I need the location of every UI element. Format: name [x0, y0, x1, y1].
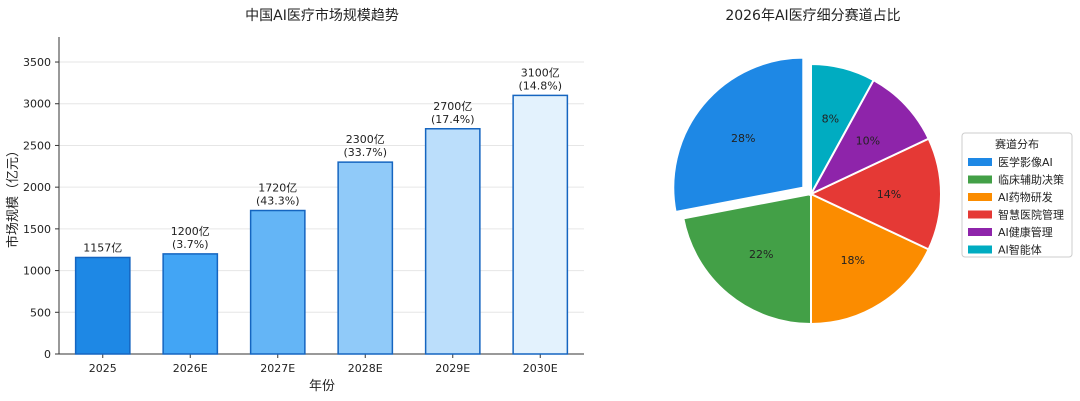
x-tick-label: 2025 [89, 362, 117, 375]
y-tick-label: 1500 [23, 223, 51, 236]
bar-x-axis-label: 年份 [309, 379, 335, 394]
bar-2026E [162, 253, 219, 355]
bar-2030E [512, 94, 569, 355]
bar-data-label: 1200亿 [171, 225, 210, 238]
x-tick-label: 2028E [348, 362, 383, 375]
x-tick-label: 2029E [435, 362, 470, 375]
legend-label: 临床辅助决策 [998, 173, 1064, 187]
legend-swatch [968, 245, 992, 254]
bar-data-label: 2700亿 [433, 100, 472, 113]
pie-slice-5 [808, 78, 930, 197]
pie-pct-label: 14% [877, 188, 901, 201]
bar-grid [59, 61, 584, 355]
y-tick-label: 1000 [23, 265, 51, 278]
bar-y-axis-label: 市场规模（亿元） [5, 144, 21, 248]
y-tick-label: 2000 [23, 181, 51, 194]
x-tick-label: 2030E [523, 362, 558, 375]
pie-slice-6 [810, 62, 875, 195]
y-tick-label: 0 [44, 348, 51, 361]
legend-label: AI健康管理 [998, 225, 1053, 239]
y-tick-label: 3500 [23, 56, 51, 69]
pie-chart-title: 2026年AI医疗细分赛道占比 [725, 8, 900, 24]
pie-slice-2 [682, 192, 812, 326]
pie-marks: 28% 22% 18% 14% 10% 8% [672, 56, 942, 326]
y-tick-label: 2500 [23, 139, 51, 152]
bar-data-label: (3.7%) [172, 238, 209, 251]
legend-swatch [968, 158, 992, 166]
bar-2029E [424, 128, 481, 355]
legend-label: 智慧医院管理 [998, 208, 1064, 222]
x-tick-label: 2026E [173, 362, 208, 375]
pie-slice-1 [672, 56, 805, 214]
y-tick-label: 500 [30, 306, 51, 319]
legend-swatch [968, 193, 992, 201]
bar-data-label: 2300亿 [346, 133, 385, 146]
bar-2025 [74, 256, 131, 355]
legend-swatch [968, 175, 992, 184]
bar-2028E [337, 161, 394, 355]
pie-pct-label: 10% [856, 135, 880, 148]
legend-label: AI智能体 [998, 243, 1042, 257]
pie-pct-label: 8% [822, 112, 839, 125]
pie-slice-3 [810, 192, 930, 326]
bar-data-label: (33.7%) [343, 146, 387, 159]
legend-label: 医学影像AI [998, 155, 1053, 169]
bar-data-label: (14.8%) [518, 79, 562, 92]
bar-data-label: 1157亿 [83, 241, 122, 254]
legend-label: AI药物研发 [998, 190, 1053, 204]
pie-slice-4 [808, 137, 942, 251]
bar-chart-title: 中国AI医疗市场规模趋势 [245, 7, 399, 24]
pie-pct-label: 28% [731, 132, 755, 145]
bar-data-label: 1720亿 [258, 182, 297, 195]
pie-pct-label: 18% [841, 254, 865, 267]
legend-title: 赛道分布 [995, 137, 1039, 151]
bar-2027E [249, 209, 306, 355]
bar-axes: 0 500 1000 1500 2000 2500 3000 3500 2025 2026E 202… [23, 37, 584, 375]
legend-swatch [968, 228, 992, 236]
bar-data-label: (43.3%) [256, 195, 300, 208]
bar-data-label: 3100亿 [521, 66, 560, 79]
pie-pct-label: 22% [749, 248, 773, 261]
bar-data-label: (17.4%) [431, 113, 475, 126]
y-tick-label: 3000 [23, 98, 51, 111]
legend-swatch [968, 210, 992, 219]
x-tick-label: 2027E [260, 362, 295, 375]
bar-marks: 1157亿 1200亿(3.7%) 1720亿(43.3%) 2300亿(33.7%)… [74, 66, 569, 355]
